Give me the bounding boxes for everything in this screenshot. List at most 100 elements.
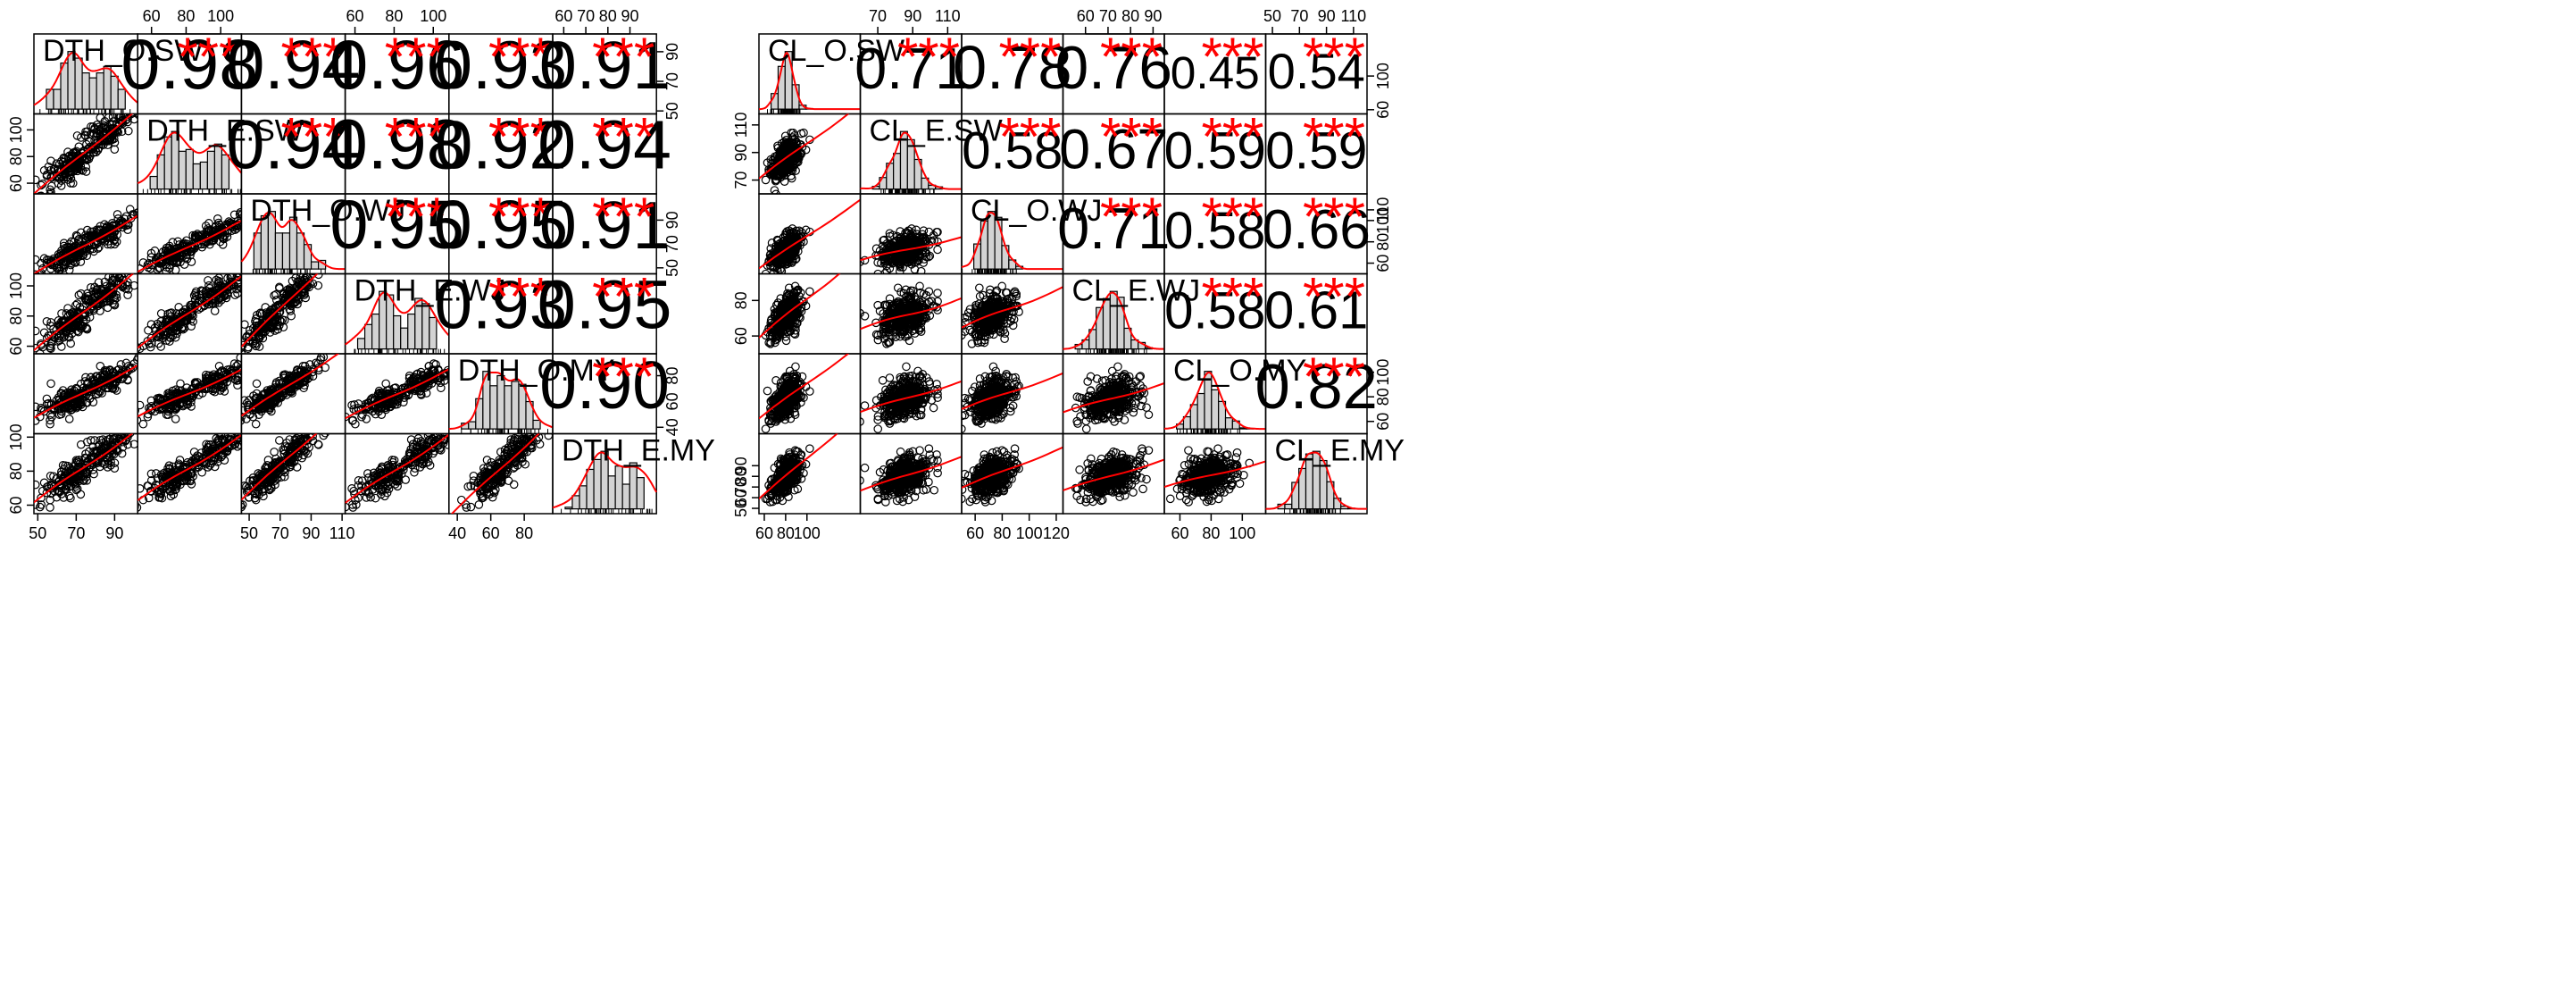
histogram-bar	[213, 143, 223, 190]
left-axis-tick-label: 60	[7, 496, 25, 514]
scatter-point	[121, 113, 130, 119]
scatter-point	[784, 164, 794, 173]
scatter-point	[129, 440, 138, 449]
scatter-point	[70, 468, 79, 477]
scatter-point	[297, 378, 306, 388]
scatter-point	[229, 359, 239, 368]
scatter-point	[204, 276, 213, 285]
scatter-point	[782, 145, 792, 155]
histogram-bar	[117, 88, 126, 110]
right-axis-tick-label: 80	[663, 367, 681, 385]
matrix-cell-r4-c6: 0.95***	[538, 266, 671, 355]
top-axis-tick-label: 60	[143, 7, 161, 25]
scatter-points	[34, 205, 146, 283]
scatter-point	[382, 394, 392, 404]
scatter-points	[241, 354, 340, 429]
scatter-point	[113, 113, 122, 120]
scatter-points	[345, 359, 449, 429]
scatter-point	[399, 398, 408, 406]
scatter-point	[397, 462, 407, 472]
scatter-point	[227, 273, 237, 281]
scatter-point	[81, 314, 91, 324]
scatter-point	[93, 146, 103, 155]
scatter-point	[54, 393, 63, 402]
scatter-point	[210, 372, 220, 381]
correlation-value: 0.95	[434, 187, 569, 264]
scatter-point	[49, 472, 58, 482]
correlation-value: 0.76	[1055, 35, 1172, 102]
correlation-value: 0.98	[121, 24, 258, 104]
scatter-point	[506, 435, 516, 444]
significance-stars: ***	[281, 27, 344, 87]
scatter-point	[183, 457, 193, 467]
density-curve	[552, 451, 658, 509]
right-axis-tick-label: 50	[663, 259, 681, 277]
scatter-point	[124, 126, 133, 136]
scatter-points	[34, 433, 138, 512]
scatter-point	[230, 290, 240, 300]
scatter-point	[60, 170, 70, 180]
bottom-axis-tick-label: 70	[67, 524, 85, 542]
scatter-point	[89, 290, 98, 300]
scatter-point	[401, 475, 411, 484]
scatter-point	[113, 273, 122, 280]
histogram-bar	[429, 316, 438, 350]
scatter-point	[42, 394, 52, 404]
density-curve	[240, 211, 346, 271]
scatter-point	[393, 465, 402, 473]
scatter-point	[46, 276, 54, 283]
scatter-point	[247, 368, 254, 375]
scatter-point	[513, 433, 523, 440]
scatter-point	[212, 221, 221, 230]
scatter-point	[84, 295, 94, 305]
scatter-point	[46, 172, 56, 181]
scatter-point	[64, 415, 74, 423]
correlation-value: 0.78	[953, 33, 1072, 102]
scatter-point	[156, 316, 166, 326]
scatter-point	[34, 255, 40, 264]
histogram-bar	[206, 150, 215, 190]
scatter-point	[70, 165, 79, 175]
histogram-bar	[46, 88, 54, 110]
matrix-cell-r2-c2: CL_E.SW	[859, 113, 1003, 195]
fit-line	[345, 368, 449, 420]
significance-stars: ***	[177, 27, 239, 87]
scatter-point	[138, 206, 146, 214]
matrix-cell-r6-c5	[448, 432, 554, 515]
scatter-point	[79, 476, 88, 486]
scatter-point	[157, 326, 167, 335]
significance-stars: ***	[488, 187, 551, 247]
top-axis-tick-label: 60	[346, 7, 364, 25]
scatter-point	[108, 383, 118, 393]
scatter-points	[450, 433, 553, 514]
matrix-cell-r5-c4	[344, 353, 450, 435]
matrix-cell-r1-c5: 0.45***	[1163, 27, 1267, 115]
matrix-cell-r2-c3: 0.94***	[227, 106, 360, 195]
scatter-point	[138, 484, 145, 493]
scatter-point	[271, 396, 279, 405]
scatter-point	[237, 284, 242, 294]
histogram-bar	[103, 65, 112, 110]
matrix-cell-r6-c1	[33, 432, 138, 515]
histogram-bar	[614, 465, 623, 510]
scatter-point	[349, 486, 359, 496]
scatter-points	[138, 208, 242, 274]
scatter-point	[54, 336, 64, 346]
significance-stars: ***	[897, 27, 960, 87]
histogram-bar	[310, 261, 320, 270]
scatter-point	[241, 500, 247, 509]
scatter-point	[218, 383, 228, 392]
matrix-cell-r5-c1	[33, 353, 138, 435]
scatter-point	[76, 490, 86, 499]
scatter-point	[71, 147, 81, 156]
scatter-point	[83, 289, 92, 298]
histogram-bar	[571, 495, 580, 510]
scatter-point	[63, 404, 71, 413]
scatter-point	[423, 367, 433, 377]
scatter-point	[66, 339, 75, 348]
scatter-point	[277, 473, 286, 482]
histogram-bar	[296, 232, 305, 270]
scatter-point	[201, 222, 211, 230]
scatter-point	[37, 258, 46, 268]
histogram-bar	[178, 150, 187, 190]
